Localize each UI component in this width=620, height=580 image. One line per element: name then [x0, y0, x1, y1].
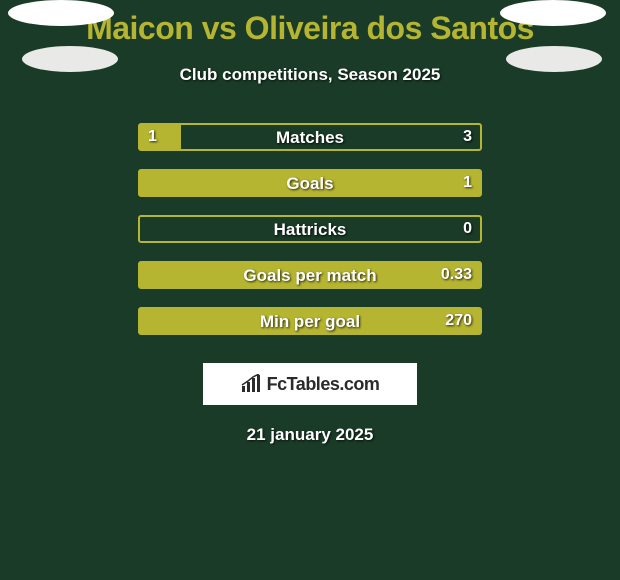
stat-row: Min per goal 270 — [0, 307, 620, 353]
bar-left-fill — [140, 125, 181, 149]
stat-right-value: 270 — [445, 312, 472, 330]
stat-right-value: 1 — [463, 174, 472, 192]
bar-track: Min per goal 270 — [138, 307, 482, 335]
player-left-ellipse-2 — [22, 46, 118, 72]
comparison-rows: 1 Matches 3 Goals 1 Hattricks 0 Goals pe… — [0, 123, 620, 353]
stat-label: Hattricks — [140, 220, 480, 240]
chart-icon — [241, 374, 263, 394]
stat-left-value: 1 — [148, 128, 157, 146]
player-left-ellipse-1 — [8, 0, 114, 26]
logo-box: FcTables.com — [203, 363, 417, 405]
logo-text: FcTables.com — [267, 374, 380, 395]
stat-row: Hattricks 0 — [0, 215, 620, 261]
player-right-ellipse-1 — [500, 0, 606, 26]
bar-track: Goals 1 — [138, 169, 482, 197]
player-right-ellipse-2 — [506, 46, 602, 72]
bar-track: 1 Matches 3 — [138, 123, 482, 151]
stat-right-value: 0 — [463, 220, 472, 238]
bar-track: Hattricks 0 — [138, 215, 482, 243]
stat-row: 1 Matches 3 — [0, 123, 620, 169]
stat-row: Goals 1 — [0, 169, 620, 215]
bar-left-fill — [140, 171, 480, 195]
date-text: 21 january 2025 — [0, 425, 620, 445]
bar-left-fill — [140, 263, 480, 287]
stat-label: Matches — [140, 128, 480, 148]
stat-row: Goals per match 0.33 — [0, 261, 620, 307]
stat-right-value: 3 — [463, 128, 472, 146]
bar-track: Goals per match 0.33 — [138, 261, 482, 289]
bar-left-fill — [140, 309, 480, 333]
stat-right-value: 0.33 — [441, 266, 472, 284]
